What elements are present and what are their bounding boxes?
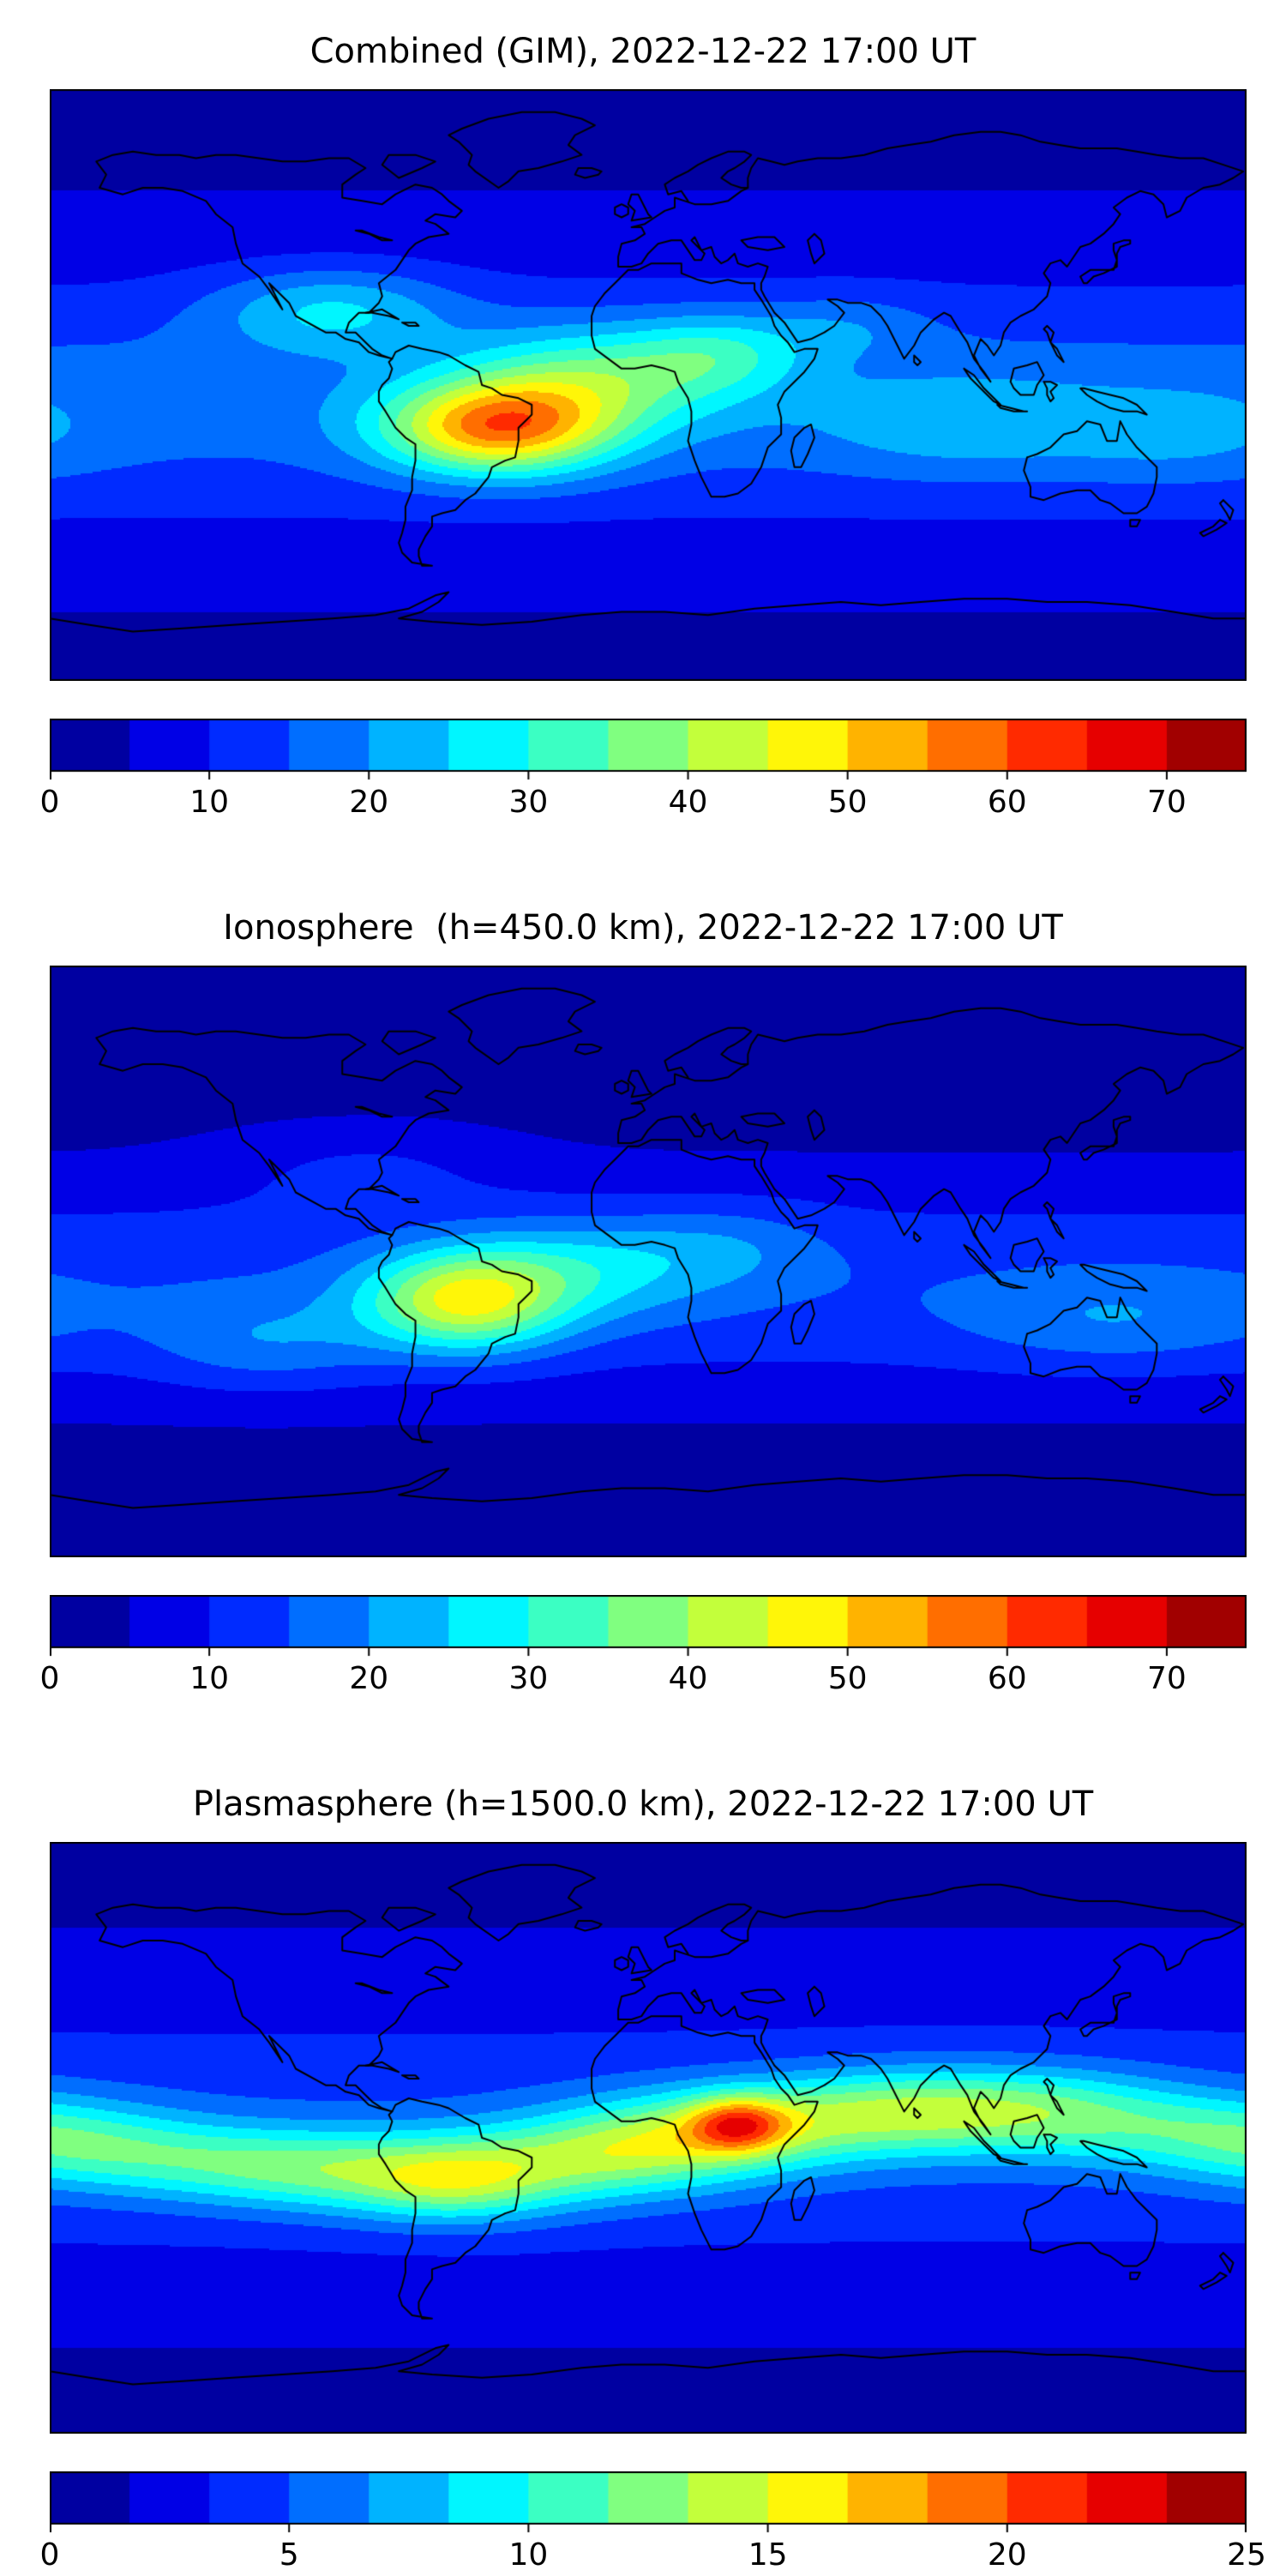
- tec-map-canvas-ionosphere: [50, 966, 1247, 1557]
- colorbar-tick-labels-plasmasphere: 0 5 10 15 20 25: [40, 2537, 1266, 2576]
- colorbar-tick-label: 0: [39, 1661, 60, 1696]
- panel-title-plasmasphere: Plasmasphere (h=1500.0 km), 2022-12-22 1…: [192, 1785, 1094, 1824]
- colorbar-canvas-plasmasphere: [50, 2471, 1247, 2535]
- colorbar-canvas-combined: [50, 719, 1247, 782]
- colorbar-tick-label: 0: [39, 2537, 60, 2573]
- colorbar-canvas-ionosphere: [50, 1595, 1247, 1658]
- colorbar-tick-label: 0: [39, 785, 60, 820]
- tec-map-canvas-combined: [50, 89, 1247, 681]
- panel-title-combined: Combined (GIM), 2022-12-22 17:00 UT: [309, 32, 977, 71]
- colorbar-tick-label: 15: [748, 2537, 788, 2573]
- colorbar-tick-label: 20: [349, 785, 389, 820]
- colorbar-tick-label: 25: [1227, 2537, 1266, 2573]
- colorbar-tick-label: 30: [508, 785, 549, 820]
- colorbar-tick-labels-combined: 0 10 20 30 40 50 60 70: [40, 784, 1247, 823]
- colorbar-tick-label: 40: [668, 1661, 708, 1696]
- colorbar-tick-label: 10: [508, 2537, 549, 2573]
- colorbar-tick-label: 20: [987, 2537, 1027, 2573]
- colorbar-tick-label: 60: [987, 1661, 1027, 1696]
- colorbar-tick-label: 50: [827, 785, 868, 820]
- colorbar-tick-label: 60: [987, 785, 1027, 820]
- colorbar-tick-labels-ionosphere: 0 10 20 30 40 50 60 70: [40, 1660, 1247, 1700]
- colorbar-tick-label: 5: [279, 2537, 299, 2573]
- panel-plasmasphere: Plasmasphere (h=1500.0 km), 2022-12-22 1…: [0, 1782, 1286, 2576]
- colorbar-tick-label: 10: [189, 785, 230, 820]
- panel-title-ionosphere: Ionosphere (h=450.0 km), 2022-12-22 17:0…: [223, 908, 1063, 948]
- panel-ionosphere: Ionosphere (h=450.0 km), 2022-12-22 17:0…: [0, 906, 1286, 1700]
- colorbar-tick-label: 50: [827, 1661, 868, 1696]
- tec-map-canvas-plasmasphere: [50, 1842, 1247, 2434]
- colorbar-tick-label: 20: [349, 1661, 389, 1696]
- colorbar-tick-label: 70: [1147, 785, 1187, 820]
- panel-combined-gim: Combined (GIM), 2022-12-22 17:00 UT 0 10 2…: [0, 29, 1286, 823]
- colorbar-tick-label: 40: [668, 785, 708, 820]
- colorbar-tick-label: 30: [508, 1661, 549, 1696]
- colorbar-tick-label: 70: [1147, 1661, 1187, 1696]
- colorbar-tick-label: 10: [189, 1661, 230, 1696]
